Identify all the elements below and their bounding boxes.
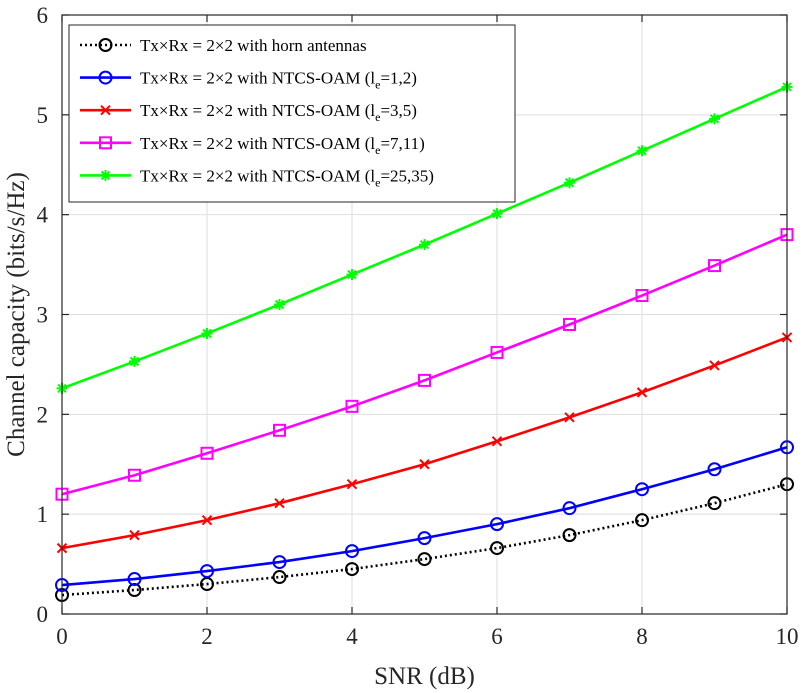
- series-line: [61, 336, 788, 550]
- data-point: [346, 269, 358, 281]
- legend-label-main: Tx×Rx = 2×2 with horn antennas: [140, 36, 367, 55]
- data-point: [419, 239, 430, 251]
- series-2: [56, 332, 793, 554]
- x-tick-label: 10: [776, 624, 799, 649]
- legend-entry: Tx×Rx = 2×2 with NTCS-OAM (le=7,11): [80, 134, 425, 157]
- data-point: [491, 208, 503, 220]
- x-tick-label: 4: [346, 624, 358, 649]
- data-point: [419, 459, 430, 470]
- legend-label-tail: =1,2): [380, 69, 417, 88]
- y-axis-label: Channel capacity (bits/s/Hz): [3, 172, 30, 457]
- data-point: [129, 355, 140, 367]
- legend-marker: [98, 70, 113, 85]
- series-group: [55, 81, 794, 603]
- data-point: [274, 299, 285, 311]
- data-point: [200, 446, 214, 460]
- data-point: [707, 462, 722, 477]
- x-tick-label: 8: [636, 624, 648, 649]
- legend-box: [68, 24, 516, 203]
- data-point: [129, 529, 140, 541]
- series-line: [61, 482, 788, 597]
- legend-marker: [99, 136, 112, 150]
- legend-label-main: Tx×Rx = 2×2 with NTCS-OAM (l: [140, 166, 375, 185]
- x-tick-label: 6: [491, 624, 503, 649]
- data-point: [345, 562, 359, 577]
- data-point: [635, 513, 649, 528]
- legend-entry: Tx×Rx = 2×2 with horn antennas: [80, 36, 367, 55]
- legend-entry: Tx×Rx = 2×2 with NTCS-OAM (le=25,35): [80, 166, 434, 189]
- data-point: [272, 555, 287, 570]
- data-point: [490, 517, 504, 532]
- y-tick-label: 2: [37, 402, 49, 427]
- legend: Tx×Rx = 2×2 with horn antennas Tx×Rx = 2×…: [68, 24, 516, 203]
- data-point: [200, 564, 214, 579]
- data-point: [418, 373, 431, 387]
- legend-entry: Tx×Rx = 2×2 with NTCS-OAM (le=1,2): [80, 69, 417, 92]
- series-3: [55, 228, 794, 501]
- legend-label: Tx×Rx = 2×2 with NTCS-OAM (le=25,35): [140, 166, 434, 189]
- legend-label-tail: =25,35): [380, 166, 434, 185]
- series-line: [61, 233, 788, 496]
- y-tick-label: 0: [37, 602, 49, 627]
- data-point: [127, 572, 142, 587]
- series-line: [61, 446, 788, 587]
- data-point: [273, 423, 286, 437]
- data-point: [345, 399, 359, 413]
- data-point: [709, 360, 720, 371]
- legend-label: Tx×Rx = 2×2 with NTCS-OAM (le=7,11): [140, 134, 425, 157]
- axis-ticks: 0 2 4 6 8 10 0 1 2 3 4 5 6: [37, 3, 799, 649]
- data-point: [635, 482, 649, 497]
- data-point: [201, 327, 213, 339]
- legend-marker: [100, 104, 111, 116]
- data-point: [345, 544, 359, 559]
- y-tick-label: 1: [37, 502, 49, 527]
- legend-label: Tx×Rx = 2×2 with horn antennas: [140, 36, 367, 55]
- legend-label-subscript: e: [375, 175, 380, 189]
- data-point: [562, 501, 577, 516]
- data-point: [272, 570, 287, 585]
- x-tick-label: 0: [56, 624, 68, 649]
- data-point: [562, 528, 577, 543]
- x-axis-label: SNR (dB): [374, 663, 475, 690]
- y-tick-label: 6: [37, 3, 49, 28]
- data-point: [201, 514, 213, 526]
- legend-label-main: Tx×Rx = 2×2 with NTCS-OAM (l: [140, 101, 375, 120]
- data-point: [635, 289, 649, 303]
- data-point: [490, 541, 504, 556]
- legend-label: Tx×Rx = 2×2 with NTCS-OAM (le=3,5): [140, 101, 417, 124]
- legend-label-subscript: e: [375, 110, 380, 124]
- data-point: [346, 479, 358, 490]
- legend-marker: [100, 169, 111, 181]
- series-0: [55, 477, 794, 603]
- data-point: [563, 317, 576, 331]
- y-tick-label: 4: [37, 203, 49, 228]
- legend-label-subscript: e: [375, 78, 380, 92]
- data-point: [490, 345, 504, 359]
- data-point: [127, 583, 142, 598]
- y-tick-label: 5: [37, 103, 49, 128]
- legend-label: Tx×Rx = 2×2 with NTCS-OAM (le=1,2): [140, 69, 417, 92]
- data-point: [709, 113, 720, 125]
- data-point: [707, 496, 722, 511]
- legend-label-subscript: e: [375, 143, 380, 157]
- legend-label-tail: =7,11): [380, 134, 424, 153]
- data-point: [491, 436, 503, 447]
- data-point: [564, 177, 575, 189]
- data-point: [564, 412, 575, 423]
- data-point: [636, 145, 648, 157]
- legend-label-main: Tx×Rx = 2×2 with NTCS-OAM (l: [140, 69, 375, 88]
- data-point: [417, 552, 432, 567]
- data-point: [636, 387, 648, 398]
- y-tick-label: 3: [37, 303, 49, 328]
- x-tick-label: 2: [201, 624, 213, 649]
- legend-label-main: Tx×Rx = 2×2 with NTCS-OAM (l: [140, 134, 375, 153]
- data-point: [274, 497, 285, 509]
- data-point: [128, 468, 141, 482]
- data-point: [708, 259, 721, 273]
- legend-label-tail: =3,5): [380, 101, 417, 120]
- legend-marker: [98, 38, 113, 52]
- data-point: [417, 531, 432, 546]
- legend-entry: Tx×Rx = 2×2 with NTCS-OAM (le=3,5): [80, 101, 417, 124]
